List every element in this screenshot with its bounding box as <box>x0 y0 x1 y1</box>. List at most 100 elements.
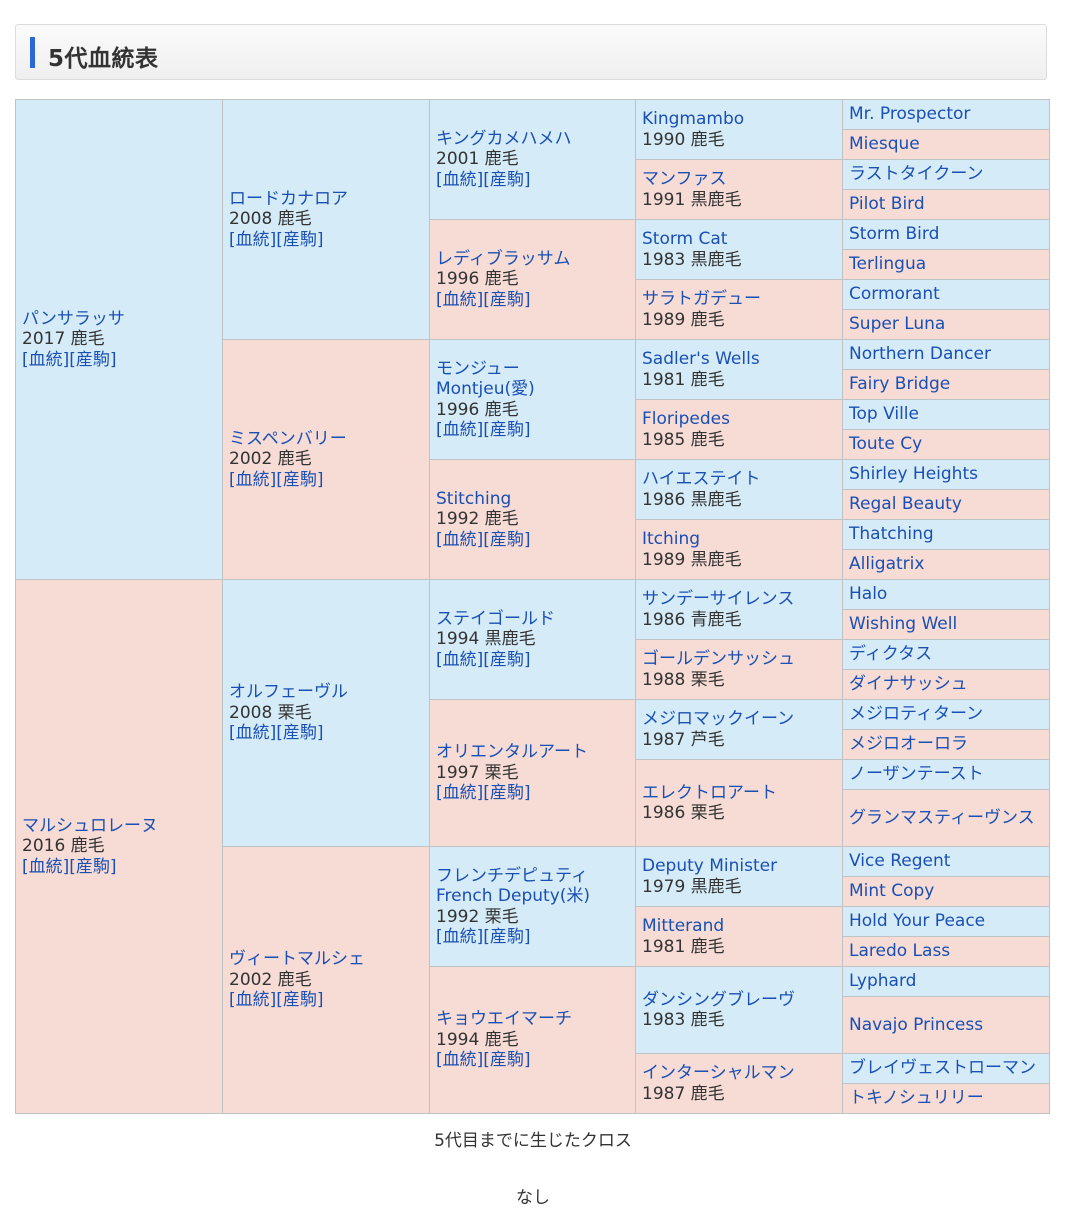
pedigree-row: マルシュロレーヌ 2016 鹿毛 [血統][産駒] オルフェーヴル 2008 栗毛 [血統… <box>15 579 1050 1114</box>
horse-name-link[interactable]: Thatching <box>849 524 934 545</box>
pedigree-row: Floripedes 1985 鹿毛 Top Ville <box>16 399 1050 460</box>
offspring-link[interactable]: [産駒] <box>483 649 531 670</box>
horse-name-link[interactable]: Alligatrix <box>849 554 925 575</box>
horse-name-link[interactable]: Super Luna <box>849 314 946 335</box>
offspring-link[interactable]: [産駒] <box>69 349 117 370</box>
lineage-link[interactable]: [血統] <box>436 649 484 670</box>
lineage-link[interactable]: [血統] <box>436 783 484 804</box>
horse-name-link[interactable]: ステイゴールド <box>436 608 555 629</box>
horse-detail: 1990 鹿毛 <box>642 129 725 150</box>
horse-name-link[interactable]: Vice Regent <box>849 851 951 872</box>
gen4-cell: Deputy Minister 1979 黒鹿毛 <box>635 846 843 907</box>
horse-name-link[interactable]: ロードカナロア <box>229 188 348 209</box>
horse-name-link[interactable]: Miesque <box>849 134 920 155</box>
horse-name-link[interactable]: Terlingua <box>849 254 927 275</box>
horse-name-link[interactable]: オルフェーヴル <box>229 682 348 703</box>
horse-name-link[interactable]: Storm Cat <box>642 229 728 250</box>
lineage-link[interactable]: [血統] <box>436 926 484 947</box>
lineage-link[interactable]: [血統] <box>436 529 484 550</box>
horse-name-link[interactable]: Mitterand <box>642 916 725 937</box>
horse-name-link[interactable]: Itching <box>642 529 701 550</box>
lineage-link[interactable]: [血統] <box>229 469 277 490</box>
lineage-link[interactable]: [血統] <box>436 289 484 310</box>
horse-name-link[interactable]: キョウエイマーチ <box>436 1009 572 1030</box>
horse-name-link[interactable]: キングカメハメハ <box>436 128 572 149</box>
offspring-link[interactable]: [産駒] <box>483 529 531 550</box>
horse-name-link[interactable]: Stitching <box>436 488 512 509</box>
horse-name-link[interactable]: インターシャルマン <box>642 1063 795 1084</box>
horse-name-link[interactable]: パンサラッサ <box>22 308 125 329</box>
horse-name-link[interactable]: Mr. Prospector <box>849 104 971 125</box>
horse-name-link[interactable]: トキノシュリリー <box>849 1088 984 1109</box>
horse-name-link[interactable]: ダンシングブレーヴ <box>642 989 795 1010</box>
pedigree-row: Mint Copy <box>16 876 1050 907</box>
horse-name-link[interactable]: Floripedes <box>642 409 730 430</box>
offspring-link[interactable]: [産駒] <box>276 469 324 490</box>
offspring-link[interactable]: [産駒] <box>276 990 324 1011</box>
horse-name-link[interactable]: Regal Beauty <box>849 494 962 515</box>
horse-name-link[interactable]: フレンチデピュティ <box>436 865 588 886</box>
horse-name-link[interactable]: メジロオーロラ <box>849 734 968 755</box>
offspring-link[interactable]: [産駒] <box>483 926 531 947</box>
horse-name-link[interactable]: Navajo Princess <box>849 1014 984 1035</box>
horse-name-link[interactable]: マンファス <box>642 169 727 190</box>
horse-name-link[interactable]: グランマスティーヴンス <box>849 807 1035 828</box>
horse-alt-name-link[interactable]: French Deputy(米) <box>436 886 591 907</box>
horse-name-link[interactable]: Sadler's Wells <box>642 349 760 370</box>
horse-name-link[interactable]: Kingmambo <box>642 109 745 130</box>
horse-name-link[interactable]: ノーザンテースト <box>849 764 984 785</box>
horse-name-link[interactable]: ディクタス <box>849 644 933 665</box>
horse-name-link[interactable]: Fairy Bridge <box>849 374 951 395</box>
horse-name-link[interactable]: レディブラッサム <box>436 248 571 269</box>
horse-name-link[interactable]: Mint Copy <box>849 881 935 902</box>
horse-name-link[interactable]: Storm Bird <box>849 224 940 245</box>
offspring-link[interactable]: [産駒] <box>483 1050 531 1071</box>
offspring-link[interactable]: [産駒] <box>483 289 531 310</box>
horse-name-link[interactable]: オリエンタルアート <box>436 742 588 763</box>
horse-name-link[interactable]: Northern Dancer <box>849 344 991 365</box>
horse-name-link[interactable]: エレクトロアート <box>642 782 777 803</box>
horse-name-link[interactable]: Cormorant <box>849 284 940 305</box>
horse-name-link[interactable]: Deputy Minister <box>642 856 778 877</box>
lineage-link[interactable]: [血統] <box>22 856 70 877</box>
offspring-link[interactable]: [産駒] <box>483 169 531 190</box>
lineage-link[interactable]: [血統] <box>229 723 277 744</box>
horse-name-link[interactable]: Hold Your Peace <box>849 911 986 932</box>
lineage-link[interactable]: [血統] <box>22 349 70 370</box>
horse-name-link[interactable]: ミスペンバリー <box>229 428 347 449</box>
lineage-link[interactable]: [血統] <box>229 229 277 250</box>
horse-name-link[interactable]: ヴィートマルシェ <box>229 949 365 970</box>
horse-name-link[interactable]: Halo <box>849 584 888 605</box>
horse-name-link[interactable]: ブレイヴェストローマン <box>849 1058 1036 1079</box>
lineage-link[interactable]: [血統] <box>436 419 484 440</box>
horse-alt-name-link[interactable]: Montjeu(愛) <box>436 379 535 400</box>
horse-name-link[interactable]: ダイナサッシュ <box>849 674 968 695</box>
horse-name-link[interactable]: Shirley Heights <box>849 464 978 485</box>
horse-name-link[interactable]: サンデーサイレンス <box>642 589 795 610</box>
offspring-link[interactable]: [産駒] <box>276 229 324 250</box>
lineage-link[interactable]: [血統] <box>229 990 277 1011</box>
horse-name-link[interactable]: Toute Cy <box>849 434 923 455</box>
gen4-cell: エレクトロアート 1986 栗毛 <box>635 759 843 847</box>
horse-name-link[interactable]: マルシュロレーヌ <box>22 815 158 836</box>
lineage-link[interactable]: [血統] <box>436 1050 484 1071</box>
lineage-link[interactable]: [血統] <box>436 169 484 190</box>
horse-name-link[interactable]: Pilot Bird <box>849 194 925 215</box>
horse-name-link[interactable]: ラストタイクーン <box>849 164 984 185</box>
horse-name-link[interactable]: Laredo Lass <box>849 941 951 962</box>
offspring-link[interactable]: [産駒] <box>483 783 531 804</box>
horse-name-link[interactable]: Top Ville <box>849 404 919 425</box>
offspring-link[interactable]: [産駒] <box>69 856 117 877</box>
horse-name-link[interactable]: モンジュー <box>436 358 520 379</box>
offspring-link[interactable]: [産駒] <box>276 723 324 744</box>
horse-detail: 2002 鹿毛 <box>229 969 312 990</box>
horse-name-link[interactable]: Lyphard <box>849 971 917 992</box>
horse-name-link[interactable]: Wishing Well <box>849 614 958 635</box>
horse-name-link[interactable]: ハイエステイト <box>642 469 761 490</box>
offspring-link[interactable]: [産駒] <box>483 419 531 440</box>
horse-name-link[interactable]: ゴールデンサッシュ <box>642 649 795 670</box>
horse-name-link[interactable]: サラトガデュー <box>642 289 761 310</box>
gen4-cell: Itching 1989 黒鹿毛 <box>635 519 843 580</box>
horse-name-link[interactable]: メジロマックイーン <box>642 709 795 730</box>
horse-name-link[interactable]: メジロティターン <box>849 704 984 725</box>
